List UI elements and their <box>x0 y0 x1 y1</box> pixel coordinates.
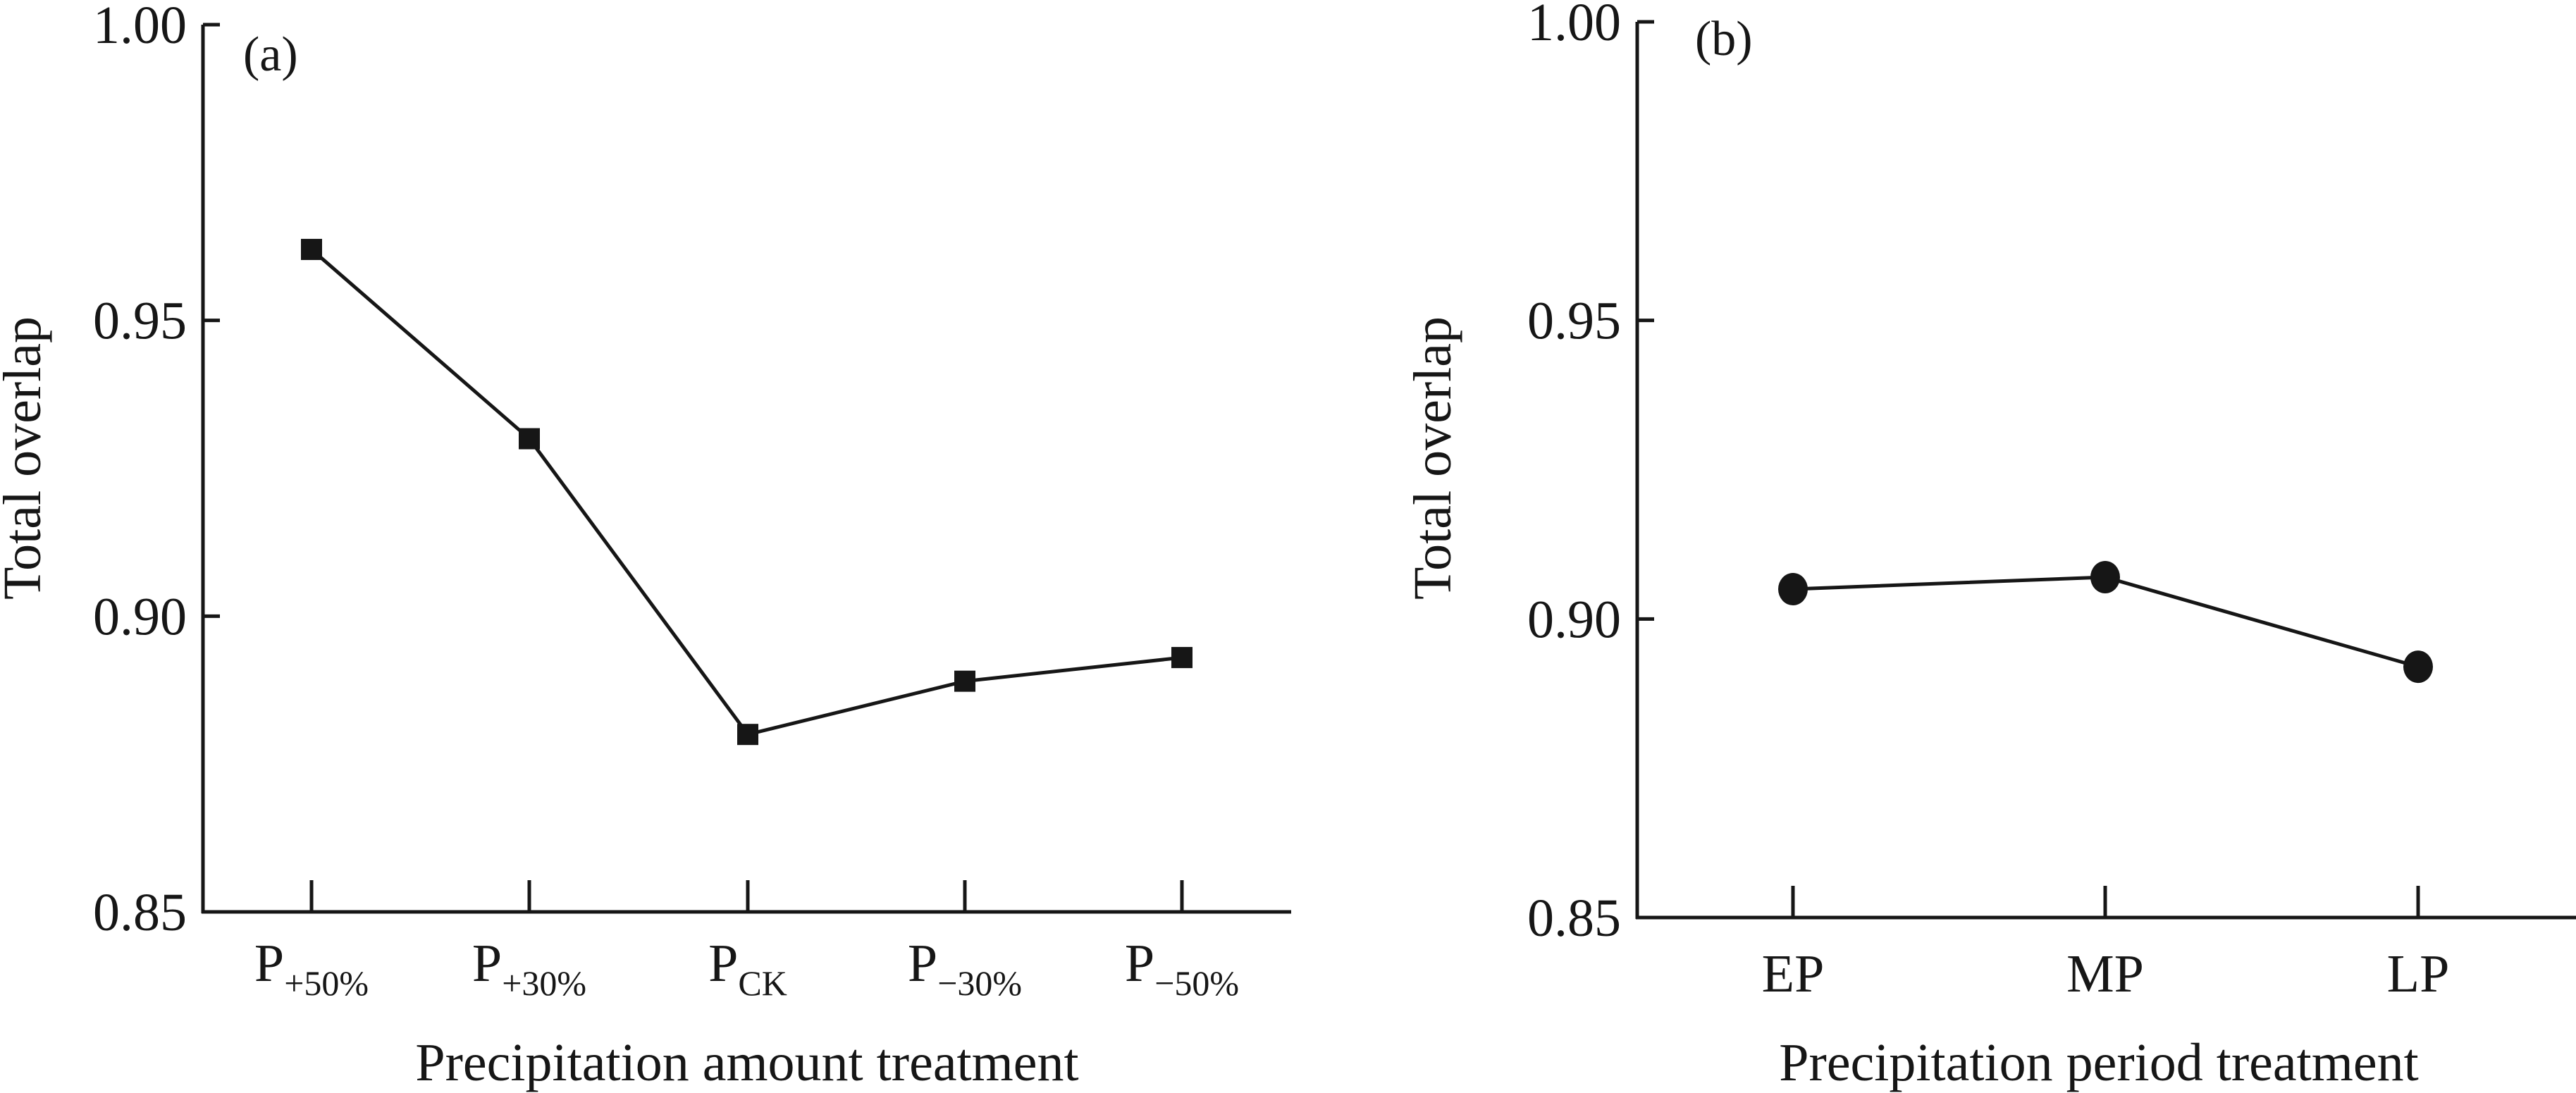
x-tick-label-main: EP <box>1762 944 1825 1004</box>
y-tick-label: 0.90 <box>93 587 187 646</box>
x-tick-label-main: P <box>472 934 502 993</box>
y-tick-label: 0.85 <box>93 883 187 942</box>
data-point <box>2403 650 2433 684</box>
x-tick-label-subscript: +50% <box>284 963 369 1003</box>
y-tick-label: 0.85 <box>1527 889 1621 948</box>
data-point <box>2090 561 2120 594</box>
x-tick-label: EP <box>1762 944 1825 1004</box>
x-axis-title: Precipitation period treatment <box>1779 1033 2418 1092</box>
y-axis-title: Total overlap <box>0 316 52 600</box>
x-tick-label-main: P <box>254 934 284 993</box>
x-tick-label: P−30% <box>908 934 1022 1003</box>
y-ticks: 0.85 0.90 0.95 1.00 <box>1527 0 1654 948</box>
data-point <box>954 670 975 692</box>
data-point <box>1778 572 1808 605</box>
series-line <box>310 248 1183 737</box>
y-tick-label: 1.00 <box>93 0 187 55</box>
x-tick-label: P+50% <box>254 934 369 1003</box>
series <box>1778 561 2433 684</box>
x-ticks: EP MP LP <box>1762 886 2450 1004</box>
panel-label: (a) <box>243 27 298 82</box>
y-tick-label: 0.90 <box>1527 590 1621 649</box>
data-point <box>737 724 758 746</box>
x-tick-label: P−50% <box>1125 934 1239 1003</box>
panel-b: 0.85 0.90 0.95 1.00 EP MP LP (b) Total overla… <box>1403 0 2576 1092</box>
x-tick-label: MP <box>2066 944 2144 1004</box>
x-tick-label: P+30% <box>472 934 586 1003</box>
panel-a: 0.850.900.951.00 P+50% P+30% PCK P−30% P−50%… <box>0 0 1291 1092</box>
data-point <box>301 238 322 260</box>
x-tick-label: LP <box>2387 944 2450 1004</box>
x-axis-title: Precipitation amount treatment <box>415 1033 1078 1092</box>
x-tick-label-subscript: −30% <box>937 963 1022 1003</box>
x-tick-label: PCK <box>708 934 787 1003</box>
x-tick-label-main: LP <box>2387 944 2450 1004</box>
y-tick-label: 1.00 <box>1527 0 1621 52</box>
x-ticks: P+50% P+30% PCK P−30% P−50% <box>254 880 1239 1003</box>
y-ticks: 0.85 0.90 0.95 1.00 <box>93 0 220 942</box>
y-tick-label: 0.95 <box>1527 292 1621 351</box>
y-axis-title: Total overlap <box>1403 316 1462 600</box>
x-tick-label-main: P <box>708 934 738 993</box>
data-point <box>519 428 540 450</box>
y-tick-label: 0.95 <box>93 292 187 351</box>
panel-label: (b) <box>1695 12 1753 66</box>
x-tick-label-main: MP <box>2066 944 2144 1004</box>
x-tick-label-main: P <box>1125 934 1154 993</box>
series <box>301 238 1193 746</box>
x-tick-label-subscript: +30% <box>502 963 586 1003</box>
x-tick-label-main: P <box>908 934 937 993</box>
data-point <box>1171 647 1193 669</box>
x-tick-label-subscript: CK <box>738 963 787 1003</box>
x-tick-label-subscript: −50% <box>1154 963 1239 1003</box>
